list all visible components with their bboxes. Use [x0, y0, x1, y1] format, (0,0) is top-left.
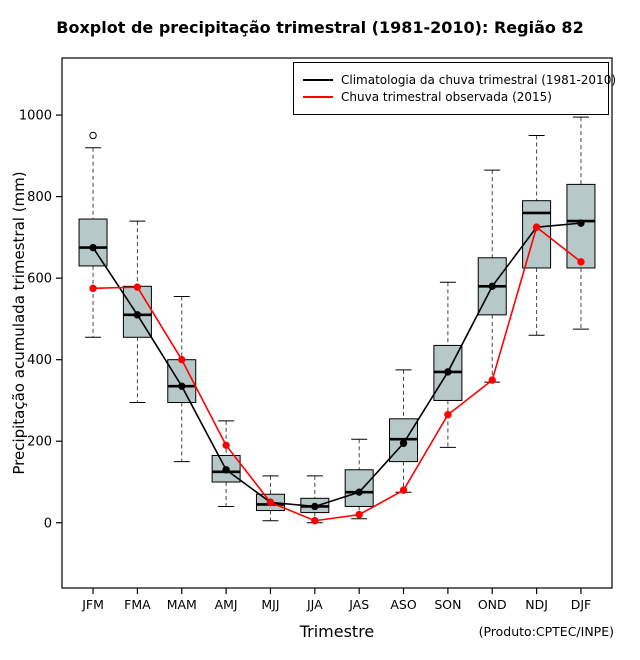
x-tick-label: AMJ [215, 597, 238, 612]
legend-label-observed: Chuva trimestral observada (2015) [341, 90, 552, 104]
y-tick-label: 600 [27, 272, 52, 287]
legend-line-black-icon [303, 79, 333, 81]
legend-label-climatology: Climatologia da chuva trimestral (1981-2… [341, 73, 617, 87]
legend: Climatologia da chuva trimestral (1981-2… [293, 62, 616, 115]
observed-point [577, 258, 585, 266]
observed-line [93, 225, 582, 522]
legend-entry-climatology: Climatologia da chuva trimestral (1981-2… [303, 73, 616, 87]
observed-point [488, 376, 496, 384]
observed-point [355, 510, 363, 519]
x-tick-label: JJA [306, 597, 323, 612]
observed-point [222, 441, 230, 450]
observed-point [532, 223, 541, 231]
plot-frame [61, 57, 613, 589]
observed-point [444, 411, 452, 419]
y-tick-label: 400 [27, 353, 52, 368]
x-tick-label: SON [434, 597, 461, 612]
climatology-point [355, 488, 363, 496]
climatology-point [488, 282, 496, 291]
climatology-point [577, 219, 585, 227]
x-tick-label: NDJ [525, 597, 548, 612]
y-tick-label: 0 [44, 516, 52, 531]
box-MAM [167, 359, 197, 404]
x-tick-label: MJJ [261, 597, 279, 612]
legend-line-red-icon [303, 96, 333, 98]
box-JAS [344, 469, 374, 507]
climatology-point [133, 311, 142, 319]
climatology-point [178, 382, 186, 390]
y-tick-label: 200 [27, 435, 52, 450]
box-JFM [78, 218, 108, 267]
legend-entry-observed: Chuva trimestral observada (2015) [303, 90, 599, 104]
x-tick-label: JFM [81, 597, 104, 612]
observed-point [133, 283, 142, 291]
y-tick-label: 1000 [19, 109, 52, 124]
x-axis-label: Trimestre [299, 622, 375, 641]
y-axis-label: Precipitação acumulada trimestral (mm) [10, 171, 28, 475]
x-tick-label: ASO [390, 597, 416, 612]
y-tick-label: 800 [27, 190, 52, 205]
climatology-point [222, 466, 230, 474]
climatology-point [444, 368, 452, 376]
climatology-point [89, 243, 97, 252]
source-note: (Produto:CPTEC/INPE) [478, 624, 614, 639]
observed-point [399, 486, 408, 494]
climatology-line [92, 222, 582, 508]
x-tick-label: JAS [348, 597, 369, 612]
observed-point [311, 517, 319, 525]
observed-point [266, 498, 275, 507]
outlier-point [89, 131, 97, 140]
x-tick-label: OND [478, 597, 507, 612]
x-tick-label: DJF [571, 597, 592, 612]
chart-title: Boxplot de precipitação trimestral (1981… [56, 18, 584, 37]
climatology-point [399, 439, 408, 447]
x-tick-label: MAM [167, 597, 197, 612]
x-tick-label: FMA [124, 597, 151, 612]
observed-point [89, 284, 97, 293]
climatology-point [311, 502, 319, 511]
observed-point [178, 355, 186, 364]
